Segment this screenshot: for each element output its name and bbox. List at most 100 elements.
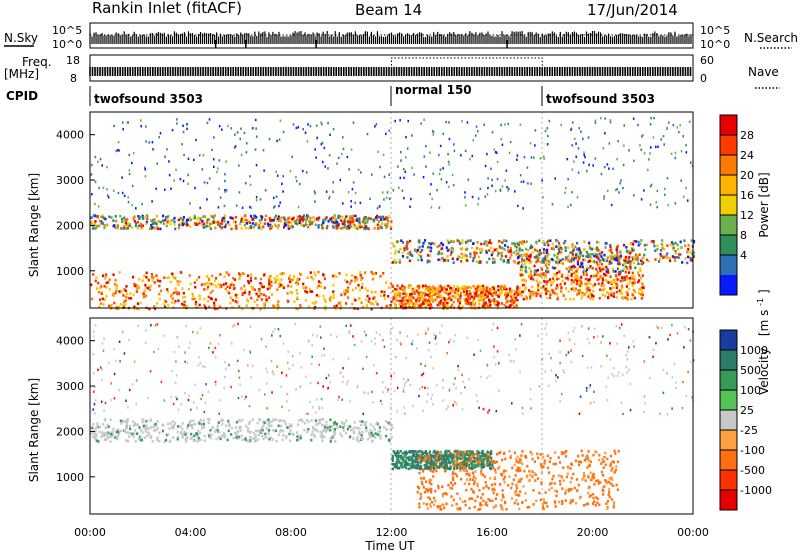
- heatmap-cell: [295, 126, 298, 130]
- heatmap-cell: [421, 302, 424, 305]
- heatmap-cell: [242, 272, 246, 276]
- heatmap-cell: [206, 281, 209, 285]
- heatmap-cell: [245, 219, 248, 222]
- heatmap-cell: [319, 434, 322, 438]
- heatmap-cell: [119, 419, 122, 423]
- heatmap-cell: [451, 257, 454, 261]
- heatmap-cell: [595, 255, 598, 259]
- heatmap-cell: [131, 184, 134, 188]
- heatmap-cell: [256, 421, 259, 425]
- heatmap-cell: [125, 423, 129, 427]
- heatmap-cell: [405, 294, 409, 298]
- heatmap-cell: [425, 463, 429, 466]
- heatmap-cell: [674, 249, 677, 253]
- heatmap-cell: [515, 290, 518, 294]
- heatmap-cell: [108, 304, 111, 308]
- heatmap-cell: [266, 419, 269, 423]
- heatmap-cell: [519, 240, 522, 244]
- heatmap-cell: [119, 429, 122, 433]
- heatmap-cell: [470, 464, 474, 468]
- heatmap-cell: [93, 222, 96, 225]
- heatmap-cell: [502, 260, 505, 263]
- heatmap-cell: [155, 214, 159, 218]
- heatmap-cell: [144, 427, 147, 431]
- heatmap-cell: [645, 243, 648, 247]
- heatmap-cell: [133, 305, 136, 309]
- heatmap-cell: [626, 267, 629, 271]
- heatmap-cell: [577, 147, 580, 150]
- heatmap-cell: [171, 272, 174, 276]
- heatmap-cell: [315, 293, 319, 297]
- heatmap-cell: [255, 199, 258, 202]
- heatmap-cell: [482, 458, 485, 461]
- heatmap-cell: [536, 292, 539, 296]
- heatmap-cell: [538, 249, 541, 252]
- heatmap-cell: [173, 179, 175, 182]
- heatmap-cell: [556, 239, 559, 243]
- heatmap-cell: [306, 291, 309, 294]
- heatmap-cell: [409, 296, 412, 300]
- heatmap-cell: [183, 222, 186, 225]
- heatmap-cell: [396, 284, 399, 288]
- heatmap-cell: [312, 427, 315, 430]
- heatmap-cell: [295, 307, 298, 310]
- heatmap-cell: [365, 298, 368, 302]
- heatmap-cell: [430, 296, 433, 300]
- heatmap-cell: [158, 136, 160, 139]
- heatmap-cell: [578, 282, 581, 286]
- heatmap-cell: [670, 241, 674, 244]
- heatmap-cell: [385, 428, 388, 431]
- heatmap-cell: [428, 247, 431, 251]
- heatmap-cell: [492, 506, 495, 509]
- heatmap-cell: [394, 304, 397, 308]
- heatmap-cell: [276, 305, 280, 309]
- heatmap-cell: [276, 226, 280, 230]
- heatmap-cell: [249, 183, 252, 187]
- heatmap-cell: [290, 285, 293, 288]
- heatmap-cell: [163, 302, 166, 306]
- heatmap-cell: [183, 430, 186, 434]
- heatmap-cell: [605, 270, 608, 273]
- heatmap-cell: [518, 254, 521, 258]
- heatmap-cell: [95, 276, 98, 279]
- heatmap-cell: [302, 286, 305, 290]
- heatmap-cell: [321, 122, 323, 126]
- heatmap-cell: [136, 287, 139, 290]
- heatmap-cell: [467, 286, 470, 289]
- heatmap-cell: [641, 283, 645, 287]
- heatmap-cell: [378, 426, 381, 429]
- heatmap-cell: [247, 279, 250, 283]
- heatmap-cell: [640, 198, 643, 201]
- heatmap-cell: [425, 464, 429, 468]
- heatmap-cell: [649, 123, 652, 126]
- heatmap-cell: [402, 451, 406, 455]
- heatmap-cell: [513, 190, 516, 193]
- heatmap-cell: [487, 186, 489, 190]
- heatmap-cell: [445, 259, 448, 263]
- heatmap-cell: [341, 215, 344, 219]
- heatmap-cell: [532, 156, 535, 159]
- heatmap-cell: [379, 274, 382, 278]
- heatmap-cell: [370, 290, 374, 294]
- heatmap-cell: [224, 179, 226, 183]
- heatmap-cell: [445, 291, 448, 295]
- heatmap-cell: [619, 288, 623, 291]
- heatmap-cell: [224, 188, 226, 192]
- heatmap-cell: [484, 293, 487, 296]
- heatmap-cell: [187, 422, 190, 426]
- heatmap-cell: [181, 422, 184, 425]
- heatmap-cell: [536, 259, 540, 262]
- heatmap-cell: [350, 279, 353, 283]
- heatmap-cell: [524, 266, 527, 269]
- heatmap-cell: [401, 189, 404, 192]
- heatmap-cell: [464, 300, 467, 304]
- heatmap-cell: [436, 295, 439, 299]
- heatmap-cell: [581, 291, 584, 295]
- heatmap-cell: [632, 117, 635, 120]
- heatmap-cell: [371, 277, 375, 281]
- heatmap-cell: [536, 268, 539, 272]
- heatmap-cell: [347, 190, 350, 194]
- heatmap-cell: [428, 452, 431, 455]
- heatmap-cell: [235, 420, 239, 424]
- heatmap-cell: [305, 171, 308, 174]
